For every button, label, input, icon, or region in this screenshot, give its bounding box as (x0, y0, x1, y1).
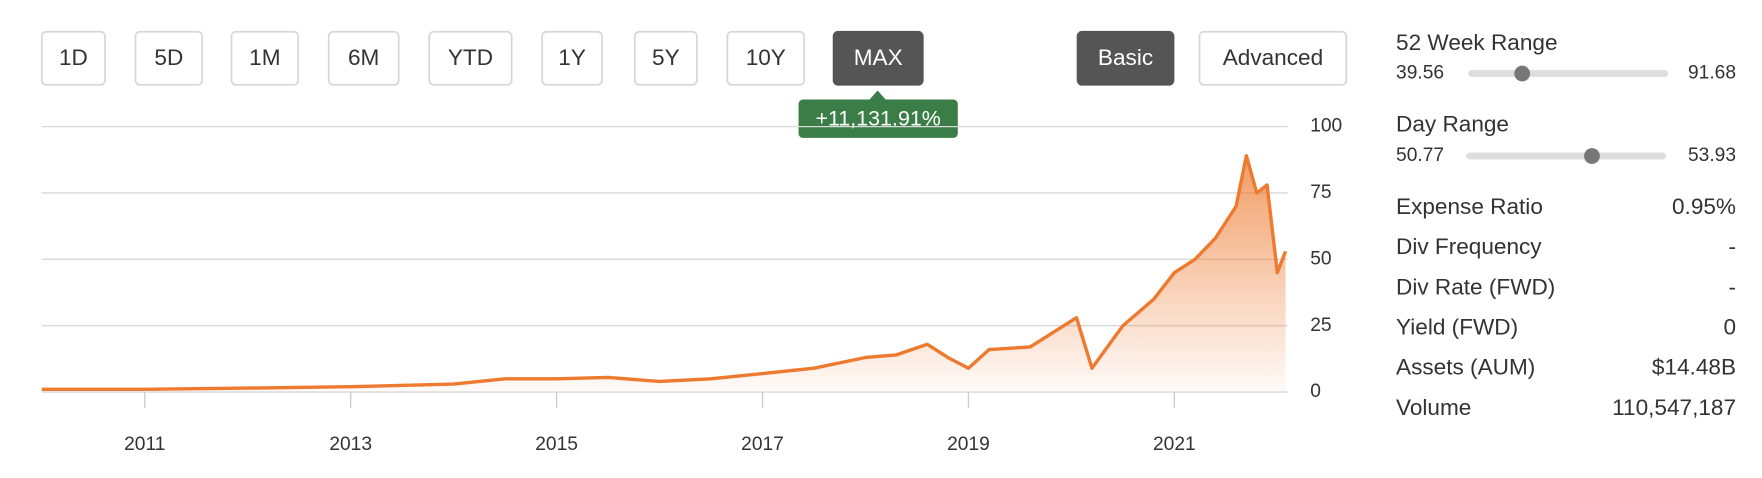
stat-value: 110,547,187 (1612, 395, 1736, 420)
button[interactable]: YTD (428, 30, 513, 86)
change-badge: +11,131.91% (798, 90, 958, 138)
button-label: Advanced (1223, 45, 1323, 70)
button[interactable]: Advanced (1198, 30, 1348, 86)
y-tick-label: 75 (1310, 182, 1331, 203)
stat-label: Assets (AUM) (1396, 355, 1535, 380)
button-label: 10Y (746, 45, 786, 70)
range-low: 50.77 (1396, 145, 1444, 166)
range-label: Day Range (1396, 111, 1509, 136)
button-label: 1M (249, 45, 280, 70)
button-bg (327, 30, 400, 86)
range-high: 53.93 (1688, 145, 1736, 166)
stat-label: Div Rate (FWD) (1396, 274, 1555, 299)
button-label: MAX (854, 45, 903, 70)
stat-label: Div Frequency (1396, 234, 1542, 259)
button[interactable]: Basic (1076, 30, 1175, 86)
button-label: 1Y (558, 45, 586, 70)
range-track (1466, 152, 1666, 160)
stat-value: - (1728, 274, 1736, 299)
button-label: 5D (154, 45, 183, 70)
button-bg (134, 30, 204, 86)
stat-value: $14.48B (1652, 355, 1736, 380)
button-bg (633, 30, 698, 86)
button[interactable]: 1Y (541, 30, 603, 86)
button-bg (726, 30, 806, 86)
range-track (1468, 70, 1669, 77)
button-label: 6M (348, 45, 379, 70)
button-bg (1198, 30, 1348, 86)
x-tick-label: 2013 (329, 434, 372, 455)
button-bg (832, 30, 924, 86)
x-tick-label: 2015 (535, 434, 578, 455)
y-tick-label: 25 (1310, 315, 1331, 336)
range-label: 52 Week Range (1396, 30, 1558, 55)
range-marker (1514, 65, 1531, 82)
button-label: YTD (448, 45, 493, 70)
stat-label: Volume (1396, 395, 1471, 420)
range-low: 39.56 (1396, 63, 1444, 84)
stat-value: - (1728, 234, 1736, 259)
area (41, 155, 1286, 393)
x-tick-label: 2019 (947, 434, 990, 455)
button-bg (541, 30, 603, 86)
x-tick-label: 2011 (124, 434, 165, 455)
stat-label: Expense Ratio (1396, 194, 1543, 219)
y-tick-label: 50 (1310, 248, 1331, 269)
button[interactable]: 5Y (633, 30, 698, 86)
button-label: 1D (59, 45, 88, 70)
range-high: 91.68 (1688, 63, 1736, 84)
button[interactable]: 10Y (726, 30, 806, 86)
button-bg (230, 30, 300, 86)
range-marker (1584, 148, 1600, 164)
stat-value: 0 (1723, 315, 1736, 340)
y-tick-label: 100 (1310, 116, 1342, 137)
stat-value: 0.95% (1672, 194, 1736, 219)
button-label: Basic (1098, 45, 1153, 70)
button[interactable]: 1D (40, 30, 106, 86)
button[interactable]: MAX (832, 30, 924, 86)
x-tick-label: 2017 (741, 434, 784, 455)
button-bg (1076, 30, 1175, 86)
button-bg (40, 30, 106, 86)
button[interactable]: 1M (230, 30, 300, 86)
price-line (41, 154, 1288, 392)
y-tick-label: 0 (1310, 381, 1321, 402)
button-label: 5Y (652, 45, 680, 70)
stat-label: Yield (FWD) (1396, 315, 1518, 340)
button[interactable]: 5D (134, 30, 204, 86)
button[interactable]: 6M (327, 30, 400, 86)
x-tick-label: 2021 (1153, 434, 1196, 455)
button-bg (428, 30, 513, 86)
